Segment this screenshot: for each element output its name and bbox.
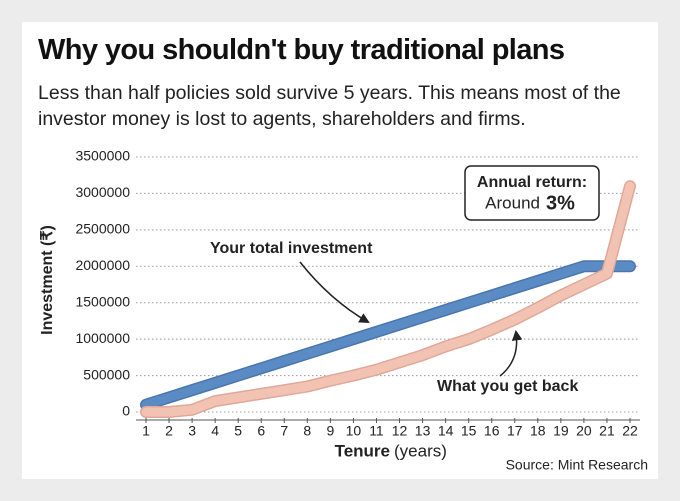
series-label: What you get back bbox=[437, 378, 578, 395]
annotation-box bbox=[464, 165, 600, 221]
card bbox=[22, 22, 658, 479]
x-tick-label: 6 bbox=[257, 423, 265, 439]
annotation-line2: Around bbox=[485, 193, 540, 212]
x-axis-label: Tenure bbox=[335, 441, 390, 460]
x-tick-label: 13 bbox=[415, 423, 431, 439]
y-tick-label: 500000 bbox=[83, 366, 130, 382]
x-tick-label: 12 bbox=[392, 423, 408, 439]
x-tick-label: 1 bbox=[142, 423, 150, 439]
x-tick-label: 8 bbox=[303, 423, 311, 439]
x-tick-label: 21 bbox=[599, 423, 615, 439]
x-tick-label: 20 bbox=[576, 423, 592, 439]
x-tick-label: 11 bbox=[369, 423, 384, 439]
x-tick-label: 16 bbox=[484, 423, 500, 439]
x-axis-unit: (years) bbox=[394, 441, 447, 460]
arrow bbox=[499, 329, 523, 377]
line bbox=[141, 181, 635, 417]
series-label: Your total investment bbox=[210, 240, 373, 257]
source: Source: Mint Research bbox=[506, 457, 648, 473]
x-tick-label: 9 bbox=[326, 423, 334, 439]
x-tick-label: 18 bbox=[530, 423, 546, 439]
x-tick-label: 10 bbox=[346, 423, 362, 439]
x-tick-label: 4 bbox=[211, 423, 219, 439]
x-tick-label: 7 bbox=[280, 423, 288, 439]
y-tick-label: 0 bbox=[122, 403, 130, 419]
x-tick-label: 3 bbox=[188, 423, 196, 439]
x-tick-label: 14 bbox=[438, 423, 454, 439]
annotation-line1: Annual return: bbox=[477, 174, 587, 191]
y-tick-label: 2000000 bbox=[75, 257, 130, 273]
y-tick-label: 3000000 bbox=[75, 184, 130, 200]
y-tick-label: 2500000 bbox=[75, 221, 130, 237]
chart-title: Why you shouldn't buy traditional plans bbox=[38, 34, 565, 66]
x-tick-label: 2 bbox=[165, 423, 173, 439]
x-tick-label: 5 bbox=[234, 423, 242, 439]
x-tick-label: 15 bbox=[461, 423, 477, 439]
x-tick-label: 17 bbox=[507, 423, 523, 439]
y-tick-label: 1000000 bbox=[75, 330, 130, 346]
y-axis-label: Investment (₹) bbox=[39, 225, 56, 335]
annotation-value: 3% bbox=[546, 192, 575, 214]
line bbox=[141, 261, 635, 410]
y-tick-label: 3500000 bbox=[75, 148, 130, 164]
y-tick-label: 1500000 bbox=[75, 293, 130, 309]
chart-subtitle: Less than half policies sold survive 5 y… bbox=[38, 82, 621, 130]
x-tick-label: 19 bbox=[553, 423, 569, 439]
x-tick-label: 22 bbox=[622, 423, 638, 439]
arrow bbox=[299, 261, 370, 324]
